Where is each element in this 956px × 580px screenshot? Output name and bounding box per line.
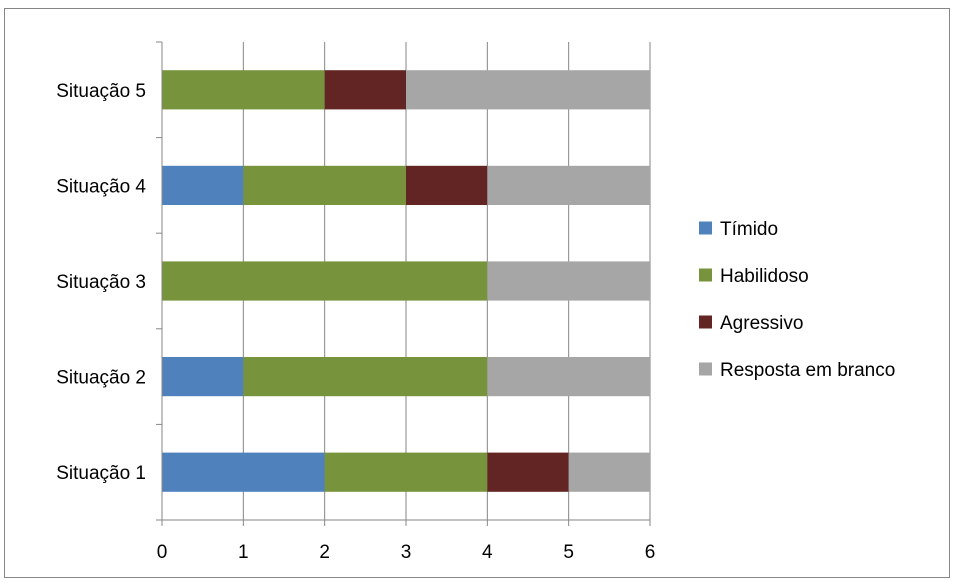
x-tick-label: 0 bbox=[157, 542, 168, 563]
bar-segment bbox=[487, 452, 569, 492]
legend-swatch bbox=[699, 221, 712, 235]
legend-swatch bbox=[699, 268, 712, 282]
legend-label: Resposta em branco bbox=[720, 360, 895, 381]
bar-segment bbox=[162, 165, 244, 205]
bar-segment bbox=[243, 357, 488, 397]
x-tick-label: 4 bbox=[482, 542, 493, 563]
y-category-label: Situação 2 bbox=[56, 368, 146, 389]
x-tick-label: 1 bbox=[238, 542, 249, 563]
bar-segments bbox=[162, 70, 650, 492]
bar-segment bbox=[487, 357, 650, 397]
bar-segment bbox=[162, 70, 325, 110]
x-tick-label: 2 bbox=[319, 542, 330, 563]
bar-segment bbox=[324, 452, 488, 492]
legend-label: Tímido bbox=[720, 219, 778, 240]
bar-segment bbox=[162, 357, 244, 397]
x-tick-label: 3 bbox=[401, 542, 412, 563]
bar-segment bbox=[243, 165, 406, 205]
bar-segment bbox=[324, 70, 406, 110]
legend: Tímido Habilidoso Agressivo Resposta em bra… bbox=[699, 219, 895, 381]
x-tick-labels: 0 1 2 3 4 5 6 bbox=[157, 542, 656, 563]
y-category-label: Situação 5 bbox=[56, 81, 146, 102]
legend-swatch bbox=[699, 315, 712, 329]
y-category-labels: Situação 1 Situação 2 Situação 3 Situação 4… bbox=[56, 81, 146, 484]
axes bbox=[156, 41, 651, 526]
y-category-label: Situação 1 bbox=[56, 463, 146, 484]
bar-segment bbox=[487, 165, 650, 205]
x-tick-label: 5 bbox=[563, 542, 574, 563]
legend-label: Habilidoso bbox=[720, 266, 809, 287]
bar-segment bbox=[568, 452, 650, 492]
x-tick-label: 6 bbox=[645, 542, 656, 563]
bar-segment bbox=[162, 261, 488, 301]
legend-label: Agressivo bbox=[720, 313, 803, 334]
bar-segment bbox=[162, 452, 325, 492]
y-category-label: Situação 3 bbox=[56, 272, 146, 293]
bar-segment bbox=[406, 70, 650, 110]
y-category-label: Situação 4 bbox=[56, 176, 146, 197]
legend-swatch bbox=[699, 362, 712, 376]
bar-segment bbox=[406, 165, 488, 205]
bar-segment bbox=[487, 261, 650, 301]
